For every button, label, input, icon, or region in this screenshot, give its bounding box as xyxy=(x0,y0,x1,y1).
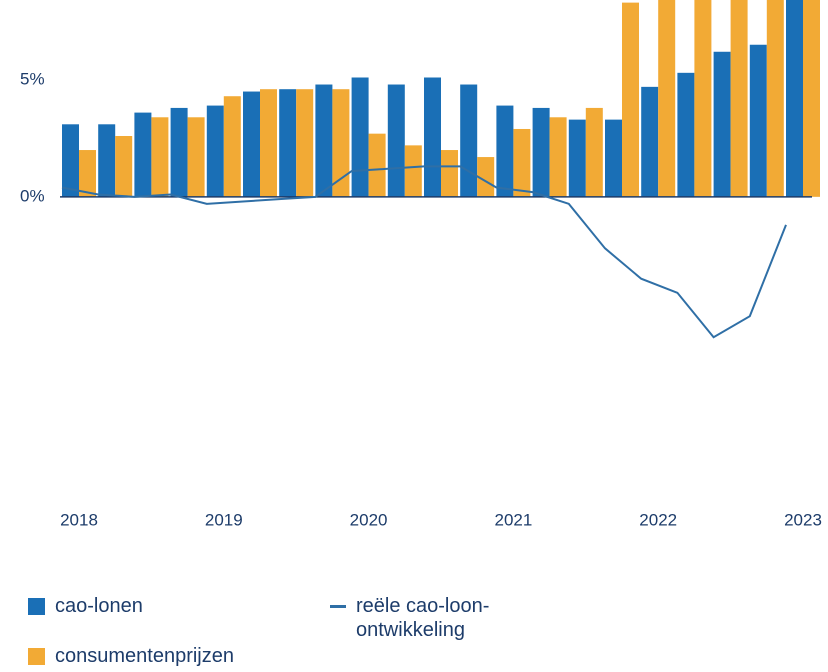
legend-item: reële cao-loon-ontwikkeling xyxy=(330,594,530,642)
y-tick-label: 5% xyxy=(20,69,45,88)
bar xyxy=(730,0,748,197)
bar xyxy=(641,86,659,197)
bar xyxy=(532,107,550,197)
bar xyxy=(585,107,603,197)
bar xyxy=(803,0,820,197)
legend-label: cao-lonen xyxy=(55,595,143,617)
y-tick-label: 0% xyxy=(20,186,45,205)
bar xyxy=(677,72,695,197)
bar xyxy=(115,136,133,197)
bar xyxy=(332,89,350,197)
bar xyxy=(170,107,188,197)
bar xyxy=(206,105,224,197)
bar xyxy=(694,0,712,197)
bar xyxy=(223,96,241,197)
legend-item: cao-lonen xyxy=(28,594,143,618)
bar xyxy=(622,2,639,197)
x-tick-label: 2018 xyxy=(60,510,98,529)
bar xyxy=(79,150,96,197)
legend-swatch xyxy=(28,598,45,615)
bar xyxy=(404,145,422,197)
legend-item: consumentenprijzen xyxy=(28,644,234,668)
bar xyxy=(187,117,205,197)
bar xyxy=(279,89,297,197)
x-tick-label: 2020 xyxy=(350,510,388,529)
x-tick-label: 2023 xyxy=(784,510,822,529)
legend-swatch xyxy=(28,648,45,665)
bar xyxy=(786,0,803,197)
bar xyxy=(441,150,458,197)
bar xyxy=(315,84,333,197)
bar xyxy=(296,89,314,197)
bar xyxy=(496,105,514,197)
bar xyxy=(260,89,277,197)
bar xyxy=(513,128,531,197)
bar xyxy=(351,77,369,197)
bar xyxy=(568,119,586,197)
bar xyxy=(243,91,260,197)
bar xyxy=(658,0,676,197)
bar xyxy=(98,124,116,197)
line xyxy=(61,165,787,339)
x-tick-label: 2019 xyxy=(205,510,243,529)
bar xyxy=(460,84,478,197)
bar xyxy=(605,119,622,197)
bar xyxy=(62,124,79,197)
x-tick-label: 2022 xyxy=(639,510,677,529)
legend-swatch xyxy=(330,605,346,608)
bar xyxy=(151,117,169,197)
bar xyxy=(713,51,731,197)
bar xyxy=(424,77,441,197)
legend-label: consumentenprijzen xyxy=(55,645,234,667)
bar xyxy=(749,44,767,197)
legend-label: reële cao-loon-ontwikkeling xyxy=(356,595,490,641)
bar xyxy=(549,117,567,197)
bar xyxy=(477,157,495,197)
bar xyxy=(387,84,405,197)
bar xyxy=(766,0,784,197)
bar xyxy=(134,112,152,197)
x-tick-label: 2021 xyxy=(494,510,532,529)
bar xyxy=(368,133,386,197)
